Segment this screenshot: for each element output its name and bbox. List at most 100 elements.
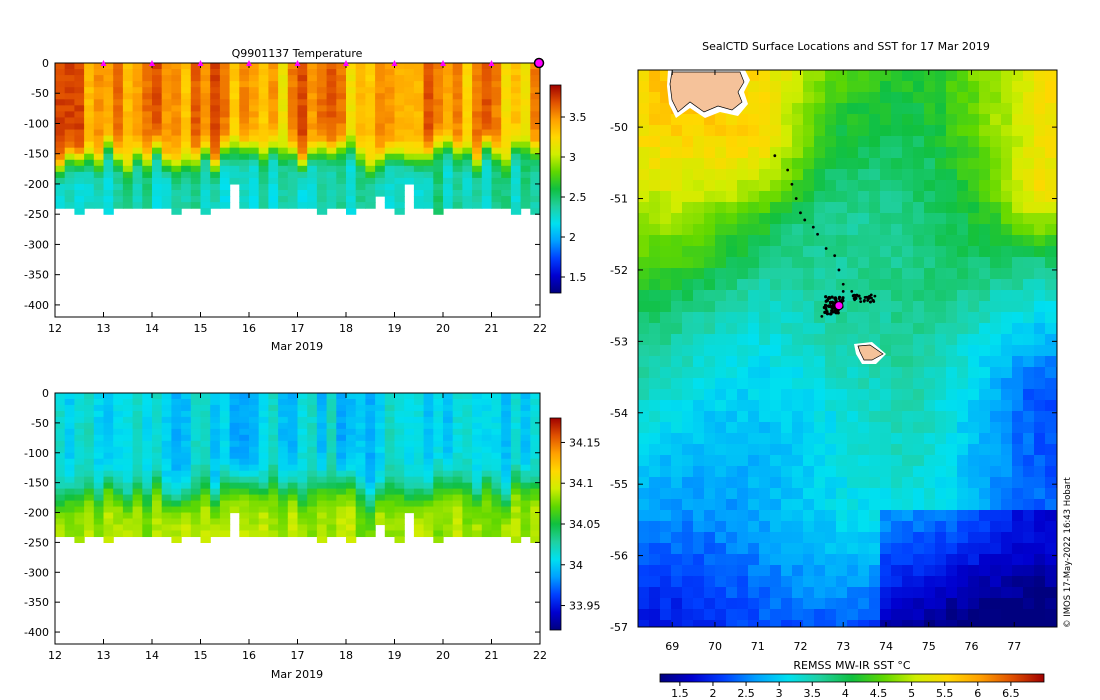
section-cell [326, 428, 337, 436]
sst-cell [726, 488, 738, 500]
section-cell [355, 393, 366, 400]
section-cell [307, 135, 318, 143]
section-cell [346, 398, 357, 406]
sst-cell [638, 147, 650, 159]
sst-cell [682, 323, 694, 335]
section-cell [287, 147, 299, 155]
section-cell [452, 171, 463, 179]
section-cell [346, 530, 357, 538]
section-cell [394, 196, 405, 203]
sst-cell [704, 180, 716, 192]
sst-cell [759, 213, 771, 225]
section-cell [200, 410, 211, 418]
section-cell [307, 434, 318, 442]
section-cell [346, 476, 357, 484]
sst-cell [748, 334, 760, 346]
section-cell [64, 159, 75, 167]
section-cell [219, 165, 231, 173]
sst-cell [990, 620, 1002, 627]
y-tick-label: -350 [24, 596, 49, 609]
section-cell [171, 81, 182, 88]
sst-cell [759, 477, 771, 489]
sst-cell [1023, 180, 1035, 192]
section-cell [190, 518, 202, 526]
section-cell [64, 530, 75, 538]
section-cell [132, 494, 143, 502]
section-cell [103, 153, 114, 161]
section-cell [307, 153, 318, 161]
section-cell [190, 452, 202, 460]
sst-cell [737, 576, 749, 588]
section-cell [287, 428, 299, 436]
section-cell [258, 135, 269, 143]
sst-cell [759, 587, 771, 599]
section-cell [520, 428, 531, 436]
sst-cell [891, 235, 903, 247]
sst-cell [979, 389, 991, 401]
section-cell [132, 464, 143, 472]
sst-colorbar-ticks: 1.5 2 2.5 3 3.5 4 4.5 5 5.5 6 6.5 [671, 682, 1020, 700]
sst-cell [924, 488, 936, 500]
sst-cell [913, 532, 925, 544]
sst-cell [1023, 235, 1035, 247]
sst-cell [858, 246, 870, 258]
sst-cell [968, 543, 980, 555]
sst-cell [1034, 268, 1046, 280]
section-cell [413, 117, 425, 125]
section-cell [55, 117, 66, 125]
section-cell [210, 470, 221, 478]
section-cell [278, 422, 289, 430]
section-cell [132, 476, 143, 484]
sst-cell [924, 268, 936, 280]
section-cell [161, 464, 172, 472]
sst-cell [1056, 92, 1057, 104]
section-cell [462, 81, 473, 88]
sst-cell [726, 114, 738, 126]
section-cell [433, 482, 444, 490]
section-cell [239, 93, 250, 100]
section-cell [268, 123, 279, 131]
sst-cell [748, 488, 760, 500]
sst-cell [1056, 169, 1057, 181]
sst-cell [946, 411, 958, 423]
section-cell [375, 506, 386, 514]
sst-cell [1045, 367, 1057, 379]
sst-cell [1012, 455, 1024, 467]
sst-cell [748, 510, 760, 522]
section-cell [268, 470, 279, 478]
section-cell [462, 452, 473, 460]
sst-cell [792, 400, 804, 412]
sst-cell [880, 598, 892, 610]
section-cell [404, 393, 415, 400]
sst-cell [1001, 213, 1013, 225]
sst-cell [836, 147, 848, 159]
sst-cell [968, 367, 980, 379]
section-cell [375, 177, 386, 185]
sst-cell [660, 510, 672, 522]
sst-cell [704, 147, 716, 159]
sst-cell [924, 334, 936, 346]
sst-cell [792, 455, 804, 467]
section-cell [394, 93, 405, 100]
sst-cell [968, 345, 980, 357]
sst-cell [1012, 620, 1024, 627]
sst-cell [770, 202, 782, 214]
section-cell [74, 482, 85, 490]
section-cell [219, 87, 231, 94]
sst-cell [649, 323, 661, 335]
sst-cell [693, 224, 705, 236]
sst-cell [1034, 70, 1046, 82]
section-cell [55, 159, 66, 167]
sst-cell [693, 620, 705, 627]
section-cell [287, 398, 299, 406]
sst-cell [671, 598, 683, 610]
section-cell [413, 183, 425, 191]
section-cell [219, 105, 231, 112]
sst-cell [803, 400, 815, 412]
section-cell [384, 202, 396, 209]
sst-cell [990, 213, 1002, 225]
sst-cell [869, 455, 881, 467]
section-cell [346, 470, 357, 478]
sst-cell [1034, 180, 1046, 192]
section-cell [365, 470, 376, 478]
